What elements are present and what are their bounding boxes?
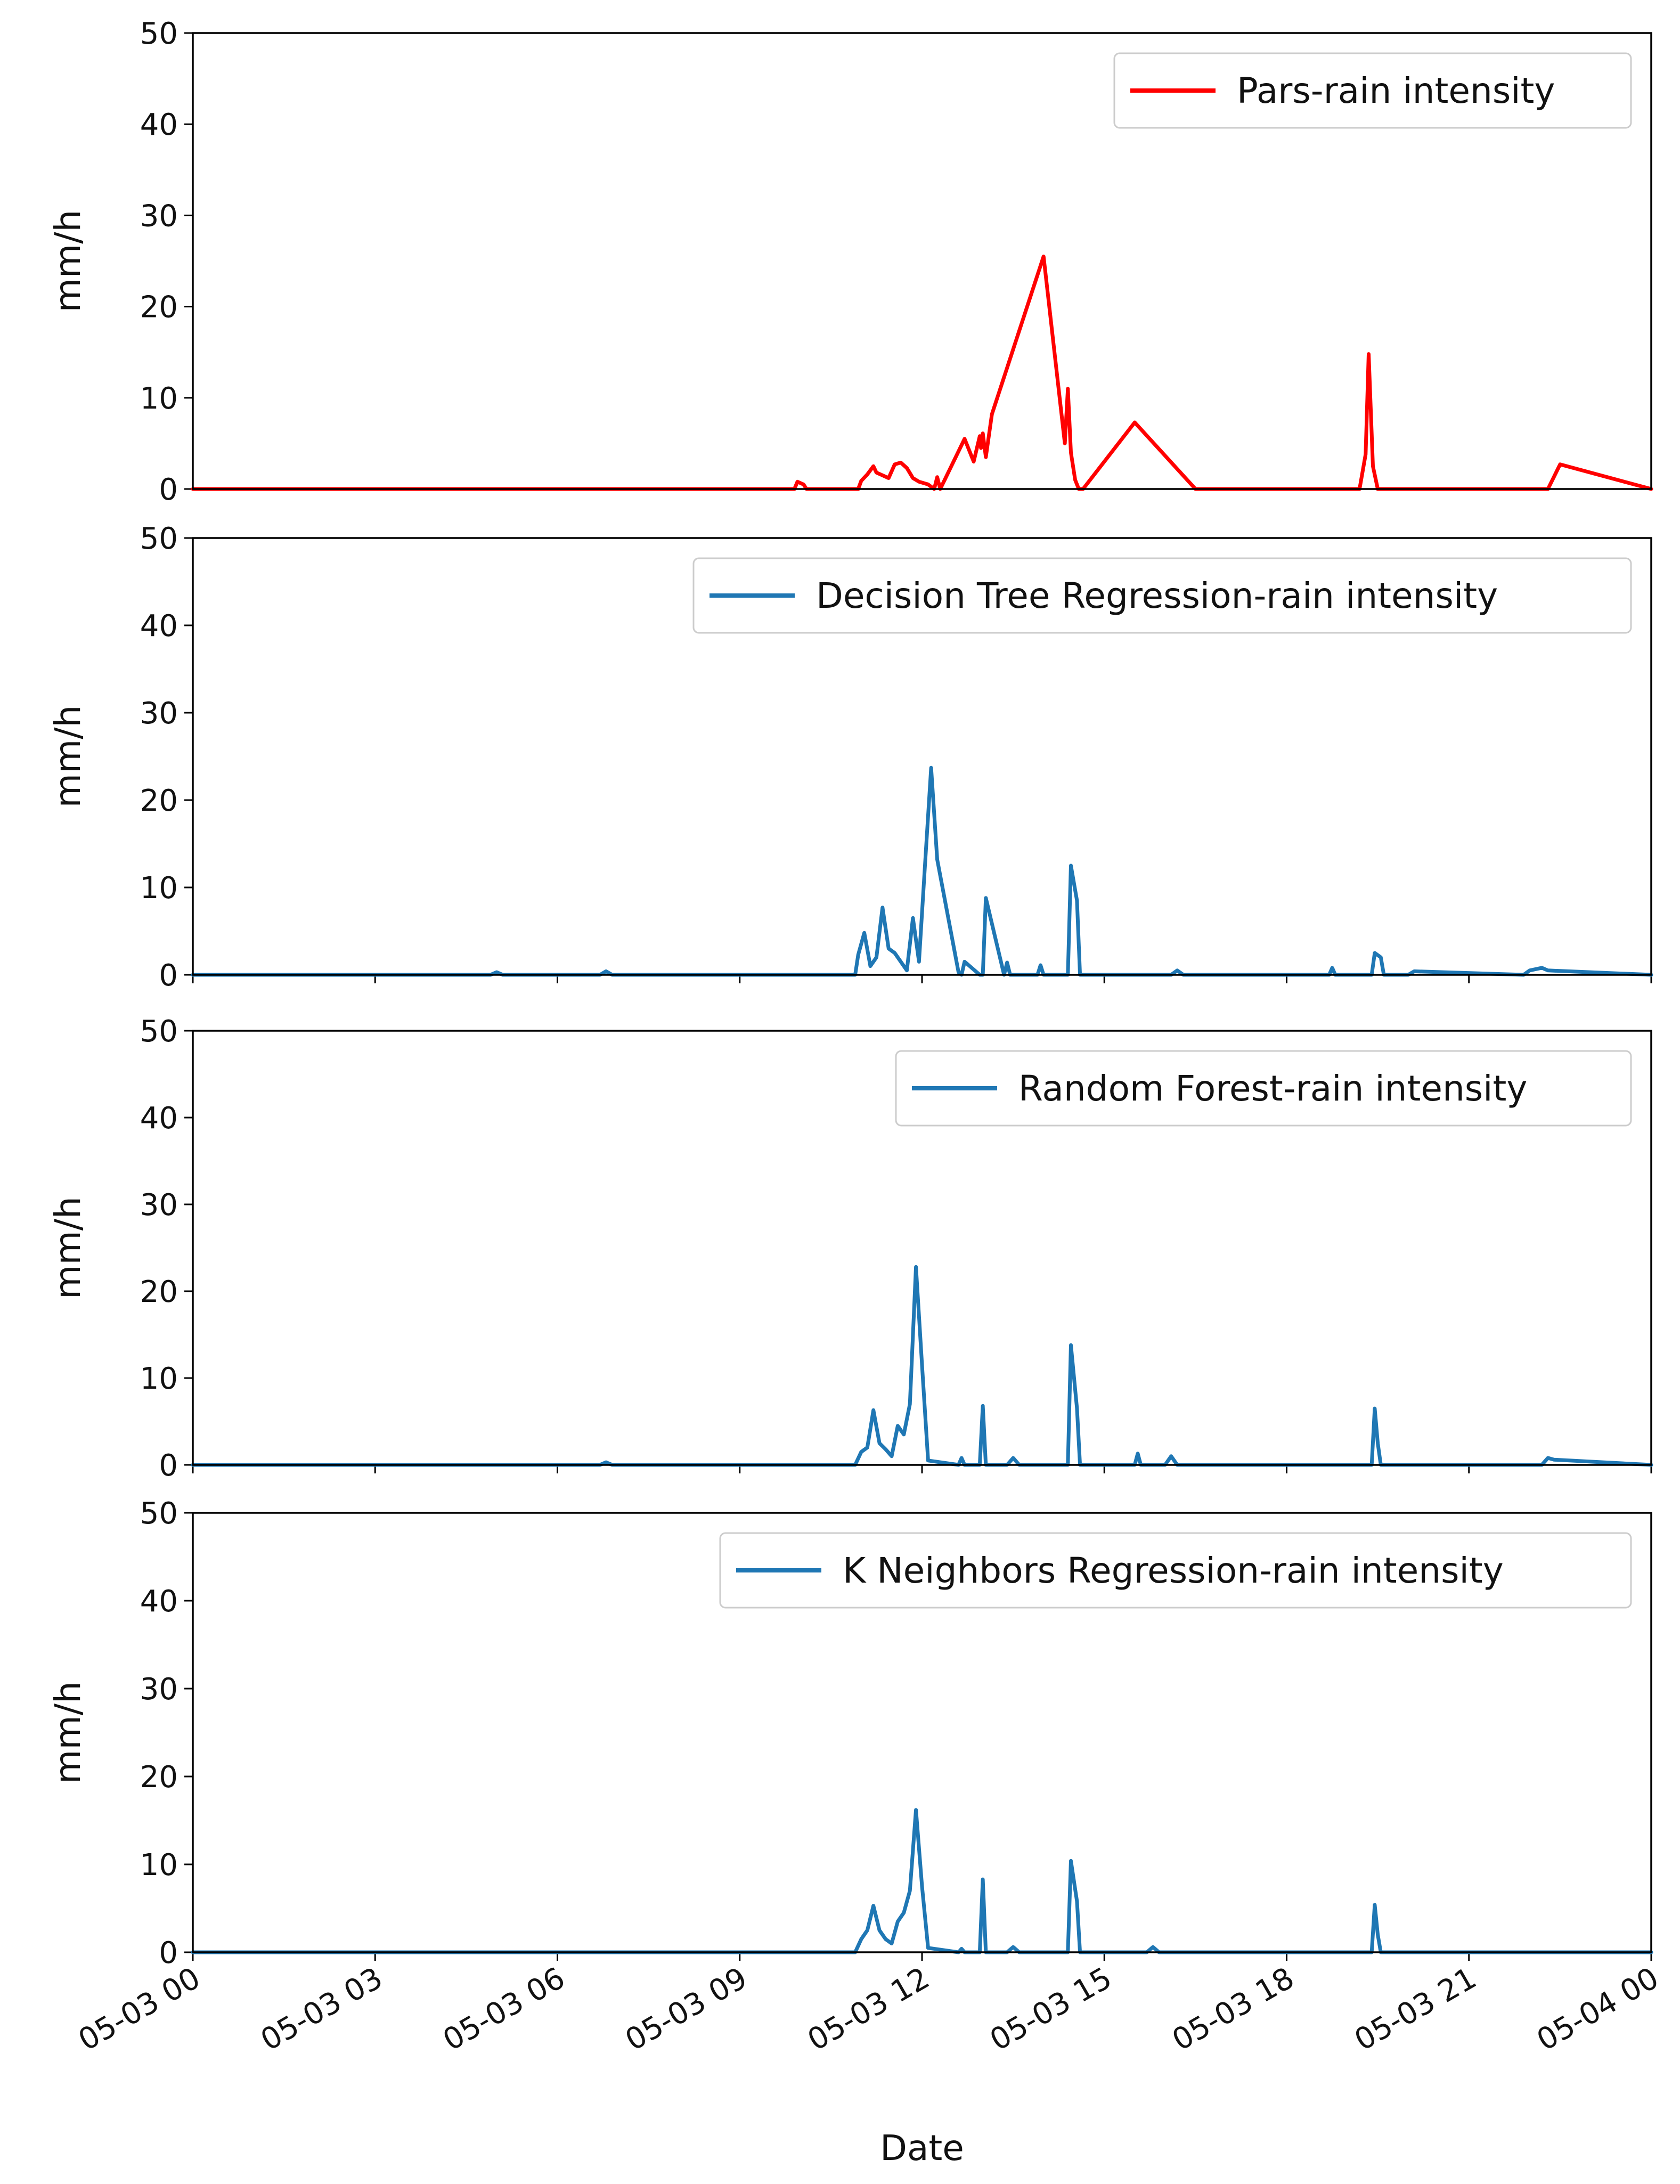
legend: Random Forest-rain intensity xyxy=(895,1050,1632,1127)
y-tick-label: 40 xyxy=(140,1584,178,1619)
panel-4: 0 10 20 30 40 50 mm/h K Neighbors Regression-ra… xyxy=(47,1496,1653,1970)
plot-frame xyxy=(192,1512,1652,1953)
y-tick-label: 0 xyxy=(159,1936,178,1970)
plot-frame xyxy=(192,537,1652,976)
legend-box xyxy=(719,1532,1632,1609)
y-tick-label: 30 xyxy=(140,696,178,731)
x-tick-label: 05-04 00 xyxy=(1531,1961,1665,2058)
x-tick-label: 05-03 12 xyxy=(802,1961,935,2058)
x-tick-label: 05-03 00 xyxy=(72,1961,206,2058)
y-tick-label: 20 xyxy=(140,784,178,818)
legend: K Neighbors Regression-rain intensity xyxy=(719,1532,1632,1609)
y-tick-label: 50 xyxy=(140,17,178,51)
series-line xyxy=(191,1808,1653,1954)
series-line xyxy=(191,254,1653,491)
series-line xyxy=(191,765,1653,977)
legend-label: Pars-rain intensity xyxy=(1237,70,1555,111)
x-axis-title: Date xyxy=(880,2128,964,2169)
plot-frame xyxy=(192,32,1652,490)
legend-label: K Neighbors Regression-rain intensity xyxy=(843,1550,1504,1591)
y-tick-label: 0 xyxy=(159,1448,178,1483)
x-tick-label: 05-03 09 xyxy=(619,1961,753,2058)
y-tick-label: 30 xyxy=(140,1188,178,1223)
y-axis-title: mm/h xyxy=(47,210,88,313)
panel-2: 0 10 20 30 40 50 mm/h Decision Tree Regression-… xyxy=(47,521,1653,993)
y-tick-label: 40 xyxy=(140,609,178,643)
y-tick-label: 30 xyxy=(140,199,178,233)
y-axis-title: mm/h xyxy=(47,1681,88,1784)
legend-box xyxy=(895,1050,1632,1127)
y-axis-title: mm/h xyxy=(47,705,88,808)
y-tick-label: 10 xyxy=(140,1848,178,1883)
y-tick-label: 50 xyxy=(140,1496,178,1531)
y-tick-label: 40 xyxy=(140,1101,178,1136)
x-tick-label: 05-03 21 xyxy=(1349,1961,1482,2058)
plot-frame xyxy=(192,1030,1652,1466)
y-tick-label: 10 xyxy=(140,381,178,416)
y-tick-label: 40 xyxy=(140,108,178,142)
x-tick-label: 05-03 15 xyxy=(984,1961,1118,2058)
panel-3: 0 10 20 30 40 50 mm/h Random Forest-rain intens… xyxy=(47,1014,1653,1483)
legend: Pars-rain intensity xyxy=(1113,52,1632,129)
y-tick-label: 20 xyxy=(140,290,178,325)
y-axis-title: mm/h xyxy=(47,1196,88,1299)
series-line xyxy=(191,1265,1653,1467)
y-tick-label: 0 xyxy=(159,472,178,507)
legend: Decision Tree Regression-rain intensity xyxy=(692,557,1632,634)
y-tick-label: 10 xyxy=(140,1362,178,1396)
legend-label: Decision Tree Regression-rain intensity xyxy=(816,575,1498,616)
legend-box xyxy=(692,557,1632,634)
y-tick-label: 20 xyxy=(140,1760,178,1795)
legend-box xyxy=(1113,52,1632,129)
panel-1: 0 10 20 30 40 50 mm/h Pars-rain intensity xyxy=(47,17,1653,507)
x-tick-label: 05-03 03 xyxy=(255,1961,389,2058)
y-tick-label: 10 xyxy=(140,871,178,906)
y-tick-label: 20 xyxy=(140,1275,178,1309)
legend-label: Random Forest-rain intensity xyxy=(1018,1068,1527,1109)
y-tick-label: 0 xyxy=(159,958,178,993)
y-tick-label: 30 xyxy=(140,1672,178,1707)
x-tick-label: 05-03 06 xyxy=(437,1961,571,2058)
y-tick-label: 50 xyxy=(140,1014,178,1049)
y-tick-label: 50 xyxy=(140,521,178,556)
x-tick-label: 05-03 18 xyxy=(1167,1961,1300,2058)
